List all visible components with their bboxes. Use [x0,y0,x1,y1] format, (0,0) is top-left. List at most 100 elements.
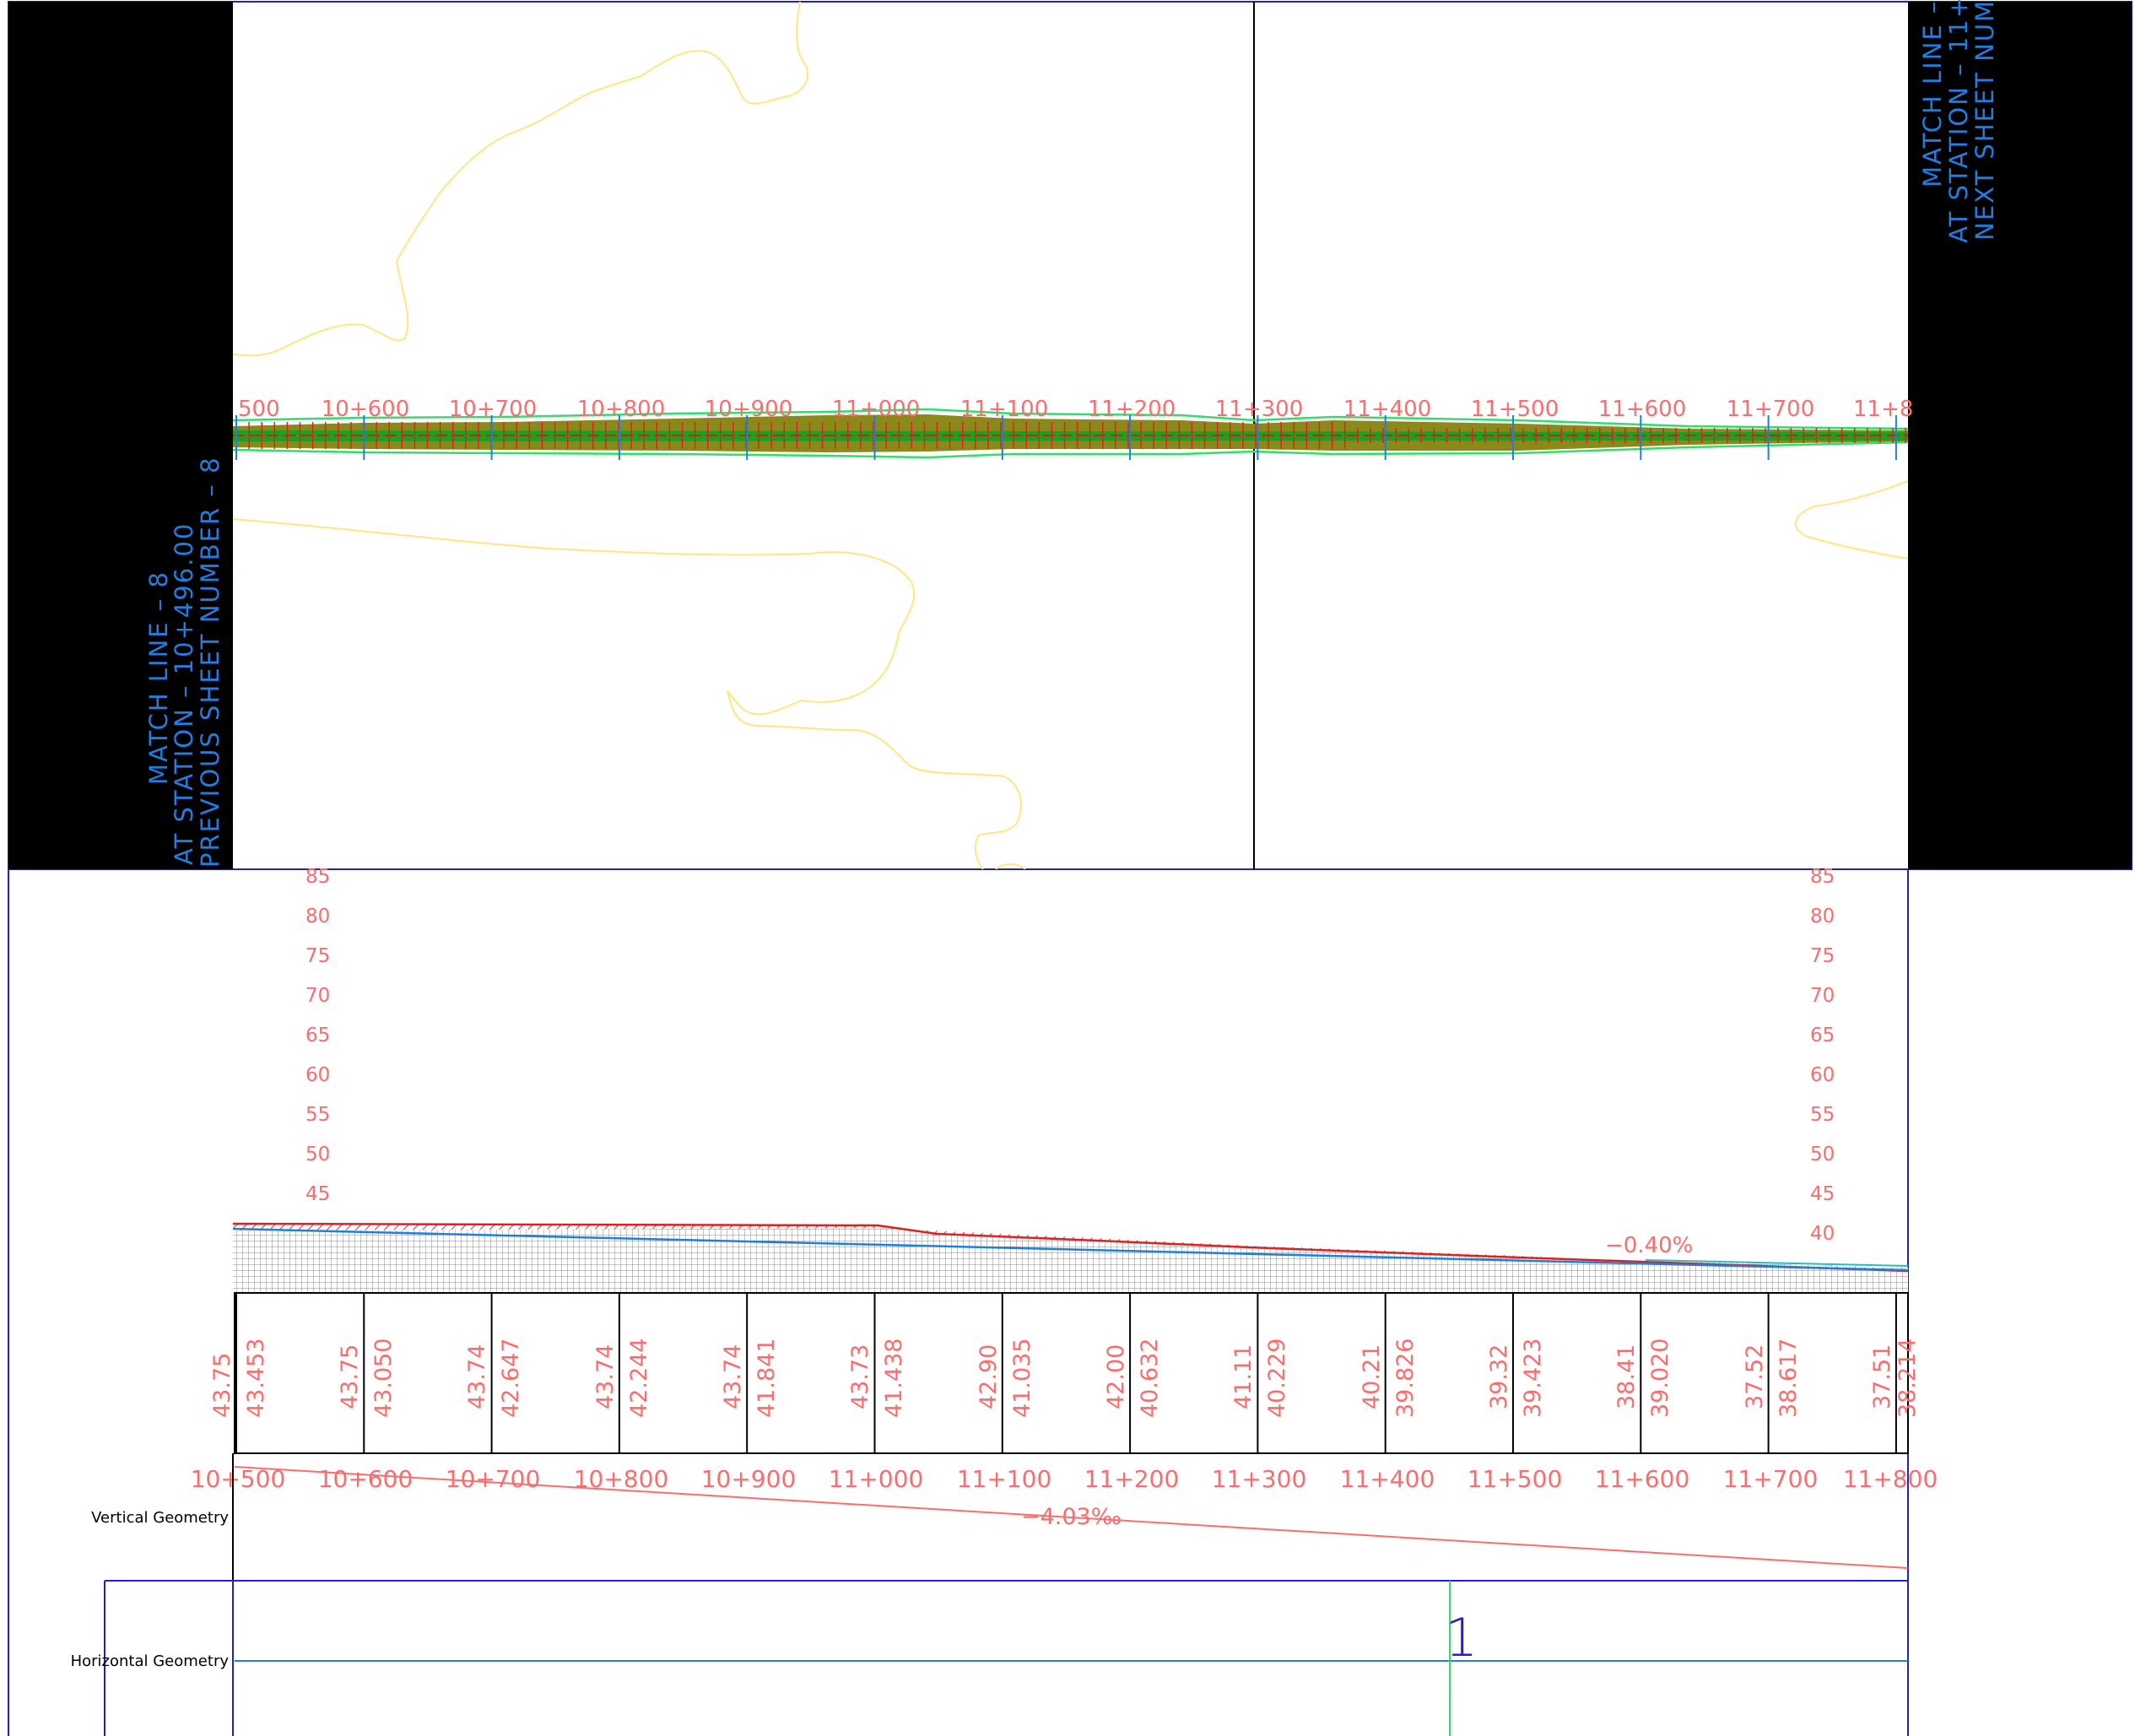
design-profile-segment [1645,1259,1909,1267]
profile-table [234,1292,1909,1454]
left-match-panel [8,2,233,869]
elevation-labels-left: 85 80 75 70 65 60 55 50 45 40 35 [305,866,330,1284]
vertical-grade-label: −4.03‰ [1021,1504,1122,1530]
station-label: 11+700 [1723,1465,1819,1493]
elevation-label: 60 [305,1064,330,1086]
existing-elevation: 43.74 [592,1344,619,1409]
elevation-label: 50 [1810,1144,1835,1165]
elevation-label: 70 [1810,985,1835,1007]
elevation-label: 45 [305,1183,330,1205]
elevation-label: 80 [1810,906,1835,927]
next-sheet-label: NEXT SHEET NUMB [1970,0,1999,241]
horizontal-geometry-label: Horizontal Geometry [71,1652,230,1670]
elevation-label: 65 [305,1025,330,1046]
station-label: 11+200 [1084,1465,1180,1493]
existing-elevation: 42.90 [976,1344,1002,1409]
existing-elevation: 39.32 [1486,1344,1512,1409]
design-elevation: 38.617 [1776,1339,1802,1418]
station-label: 11+000 [829,1465,924,1493]
vertical-grade-line [234,1466,1909,1569]
design-elevation: 38.214 [1894,1339,1921,1418]
profile-station-labels: 10+500 10+600 10+700 10+800 10+900 11+00… [191,1465,1938,1493]
elevation-label: 60 [1810,1064,1835,1086]
right-match-panel [1908,2,2132,869]
grade-label: −0.40% [1605,1233,1693,1258]
elevation-label: 65 [1810,1025,1835,1046]
existing-elevation: 41.11 [1230,1344,1257,1409]
design-elevation: 40.632 [1137,1339,1163,1418]
station-label: 11+100 [960,397,1049,422]
station-label: 11+700 [1727,397,1815,422]
design-elevation: 39.423 [1520,1339,1546,1418]
design-elevation: 43.453 [243,1339,269,1418]
existing-elevation: 43.74 [464,1344,490,1409]
contour-line [233,1,809,357]
design-elevation: 40.229 [1264,1339,1290,1418]
existing-elevation: 42.00 [1103,1344,1129,1409]
elevation-label: 50 [305,1144,330,1165]
existing-elevation: 37.51 [1869,1344,1895,1409]
elevation-label: 80 [305,906,330,927]
elevation-label: 85 [1810,866,1835,888]
design-elevation: 41.035 [1009,1339,1035,1418]
station-label: 11+8 [1853,397,1913,422]
road-corridor [232,408,1909,460]
existing-ground-line [232,1222,1909,1273]
station-label: 10+600 [322,397,410,422]
match-line-right-text: MATCH LINE – AT STATION – 11+ NEXT SHEET… [1918,0,1999,243]
table-dividers [235,1293,1897,1453]
station-label: 10+900 [705,397,793,422]
existing-elevation: 37.52 [1742,1344,1768,1409]
elevation-label: 45 [1810,1183,1835,1205]
station-label: 11+600 [1598,397,1687,422]
existing-elevation: 40.21 [1359,1344,1385,1409]
contour-line [1794,480,1908,560]
design-elevation: 41.841 [754,1339,780,1418]
existing-elevation-row: 43.75 43.75 43.74 43.74 43.74 43.73 42.9… [209,1344,1895,1418]
design-elevation: 42.244 [626,1339,652,1418]
station-label: 11+300 [1212,1465,1307,1493]
station-label: 11+400 [1343,397,1432,422]
elevation-label: 75 [1810,945,1835,967]
vertical-geometry-label: Vertical Geometry [91,1509,229,1527]
existing-ground-area [233,1224,1908,1293]
station-label: 11+800 [1843,1465,1938,1493]
station-label: 11+000 [832,397,921,422]
station-ticks [235,415,1897,460]
elevation-label: 85 [305,866,330,888]
design-elevation: 41.438 [881,1339,907,1418]
profile-view: 85 80 75 70 65 60 55 50 45 40 35 85 80 7… [8,866,1938,1736]
plan-station-labels: 500 10+600 10+700 10+800 10+900 11+000 1… [238,397,1913,422]
station-label: 10+700 [449,397,538,422]
contour-line [233,518,1022,869]
station-label: 10+700 [446,1465,541,1493]
station-label: 11+200 [1088,397,1176,422]
match-station-label: AT STATION – 11+ [1944,0,1973,243]
contour-lines [233,1,1908,869]
elevation-label: 55 [305,1104,330,1126]
station-label: 11+500 [1471,397,1559,422]
design-elevation: 39.020 [1647,1339,1673,1418]
design-profile-line [232,1227,1909,1272]
elevation-label: 70 [305,985,330,1007]
previous-sheet-label: PREVIOUS SHEET NUMBER – 8 [196,456,224,868]
match-line-label: MATCH LINE – [1918,0,1947,187]
elevation-label: 75 [305,945,330,967]
existing-elevation: 43.73 [847,1344,873,1409]
station-label: 10+800 [577,397,666,422]
match-station-label: AT STATION – 10+496.00 [170,522,198,865]
existing-elevation: 38.41 [1613,1344,1640,1409]
existing-elevation: 43.75 [337,1344,363,1409]
station-label: 11+500 [1467,1465,1563,1493]
elevation-label: 55 [1810,1104,1835,1126]
design-elevation: 42.647 [498,1339,524,1418]
station-label: 10+900 [701,1465,797,1493]
contour-line [995,863,1026,869]
plan-view: 500 10+600 10+700 10+800 10+900 11+000 1… [8,0,2132,870]
elevation-labels-right: 85 80 75 70 65 60 55 50 45 40 35 [1810,866,1835,1284]
station-label: 10+600 [318,1465,413,1493]
match-line-left-text: MATCH LINE – 8 AT STATION – 10+496.00 PR… [144,456,224,868]
design-elevation-row: 43.453 43.050 42.647 42.244 41.841 41.43… [243,1339,1921,1418]
design-elevation: 39.826 [1392,1339,1419,1418]
station-label: 11+100 [957,1465,1052,1493]
